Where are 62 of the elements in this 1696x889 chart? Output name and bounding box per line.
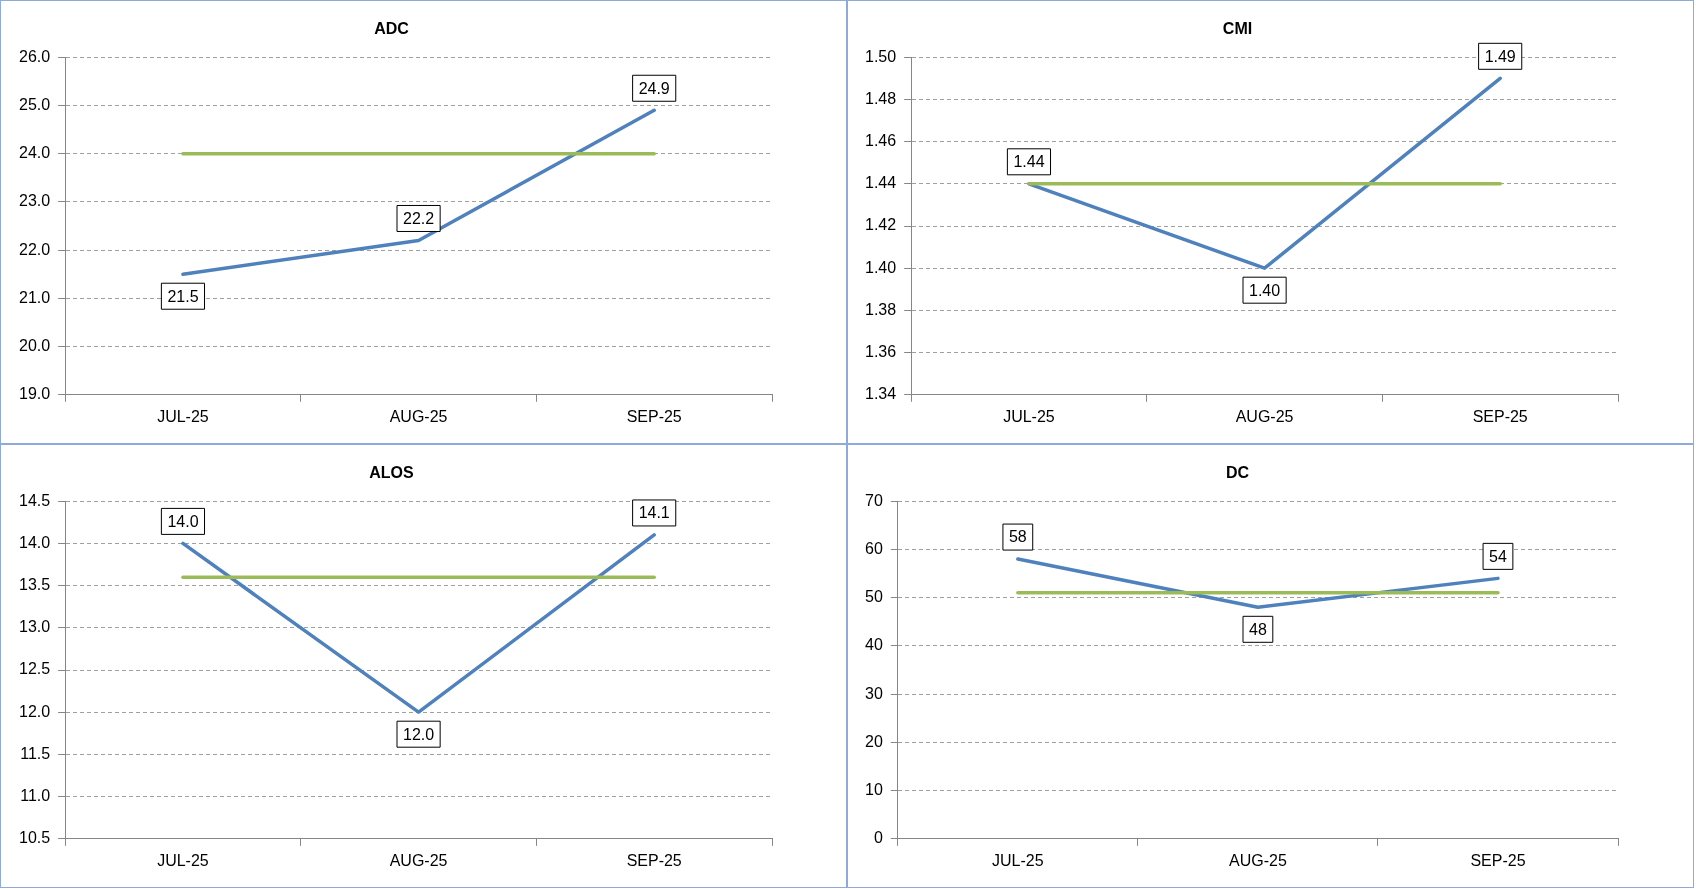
data-label: 48 (1249, 620, 1267, 638)
y-tick-label: 24.0 (19, 144, 51, 162)
data-label: 54 (1489, 547, 1507, 565)
x-tick-label: JUL-25 (992, 851, 1044, 869)
data-label: 1.40 (1249, 281, 1281, 299)
y-tick-label: 1.44 (865, 174, 897, 192)
y-tick-label: 1.48 (865, 89, 897, 107)
y-tick-label: 10 (865, 780, 883, 798)
x-tick-label: JUL-25 (157, 851, 209, 869)
y-tick-label: 11.5 (20, 744, 51, 762)
x-tick-label: AUG-25 (389, 407, 448, 425)
y-tick-label: 14.0 (19, 533, 51, 551)
y-tick-label: 21.0 (19, 288, 51, 306)
chart-title: ALOS (369, 464, 415, 482)
y-tick-label: 12.0 (19, 702, 51, 720)
data-label: 21.5 (167, 287, 199, 305)
y-tick-label: 1.34 (865, 385, 897, 403)
y-tick-label: 13.5 (19, 576, 51, 594)
y-tick-label: 1.50 (865, 47, 897, 65)
data-label: 1.44 (1013, 153, 1045, 171)
data-label: 1.49 (1484, 47, 1516, 65)
y-tick-label: 50 (865, 588, 883, 606)
data-label: 12.0 (403, 725, 435, 743)
x-tick-label: SEP-25 (1470, 851, 1526, 869)
chart-title: CMI (1222, 20, 1253, 38)
y-tick-label: 1.46 (865, 132, 897, 150)
y-tick-label: 26.0 (19, 47, 51, 65)
x-tick-label: JUL-25 (157, 407, 209, 425)
y-tick-label: 14.5 (19, 491, 51, 509)
y-tick-label: 70 (865, 491, 883, 509)
y-tick-label: 60 (865, 539, 883, 557)
y-tick-label: 22.0 (19, 240, 51, 258)
data-label: 22.2 (403, 209, 435, 227)
y-tick-label: 30 (865, 684, 883, 702)
x-tick-label: JUL-25 (1003, 407, 1055, 425)
y-tick-label: 20 (865, 732, 883, 750)
x-tick-label: SEP-25 (1472, 407, 1528, 425)
y-tick-label: 10.5 (19, 829, 51, 847)
y-tick-label: 1.38 (865, 300, 897, 318)
y-tick-label: 23.0 (19, 192, 51, 210)
y-tick-label: 20.0 (19, 336, 51, 354)
x-tick-label: AUG-25 (1235, 407, 1294, 425)
y-tick-label: 0 (873, 829, 883, 847)
chart-title: ADC (374, 20, 410, 38)
y-tick-label: 40 (865, 636, 883, 654)
y-tick-label: 13.0 (19, 618, 51, 636)
y-tick-label: 1.36 (865, 343, 897, 361)
x-tick-label: SEP-25 (626, 407, 682, 425)
y-tick-label: 1.40 (865, 258, 897, 276)
chart-title: DC (1225, 464, 1250, 482)
y-tick-label: 25.0 (19, 95, 51, 113)
x-tick-label: SEP-25 (626, 851, 682, 869)
y-tick-label: 11.0 (20, 787, 51, 805)
data-label: 24.9 (638, 79, 670, 97)
y-tick-label: 1.42 (865, 216, 897, 234)
x-tick-label: AUG-25 (1229, 851, 1287, 869)
data-label: 14.0 (167, 512, 199, 530)
data-label: 14.1 (638, 504, 670, 522)
y-tick-label: 19.0 (19, 385, 51, 403)
data-label: 58 (1008, 528, 1027, 546)
x-tick-label: AUG-25 (389, 851, 448, 869)
y-tick-label: 12.5 (19, 660, 51, 678)
